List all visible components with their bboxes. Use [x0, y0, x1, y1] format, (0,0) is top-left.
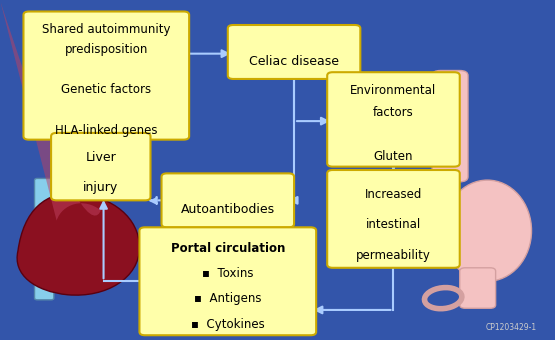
FancyBboxPatch shape [327, 72, 460, 167]
FancyBboxPatch shape [23, 12, 189, 140]
Text: predisposition: predisposition [64, 43, 148, 56]
Text: Celiac disease: Celiac disease [249, 55, 339, 68]
Text: Gluten: Gluten [374, 150, 413, 163]
FancyBboxPatch shape [228, 25, 360, 79]
PathPatch shape [57, 203, 101, 224]
Text: intestinal: intestinal [366, 219, 421, 232]
FancyBboxPatch shape [139, 227, 316, 335]
FancyBboxPatch shape [34, 178, 54, 300]
Text: Genetic factors: Genetic factors [61, 83, 152, 96]
Text: injury: injury [83, 181, 118, 194]
FancyBboxPatch shape [460, 268, 496, 308]
PathPatch shape [17, 193, 139, 295]
Text: Liver: Liver [85, 151, 116, 164]
FancyBboxPatch shape [51, 133, 150, 200]
Text: ▪  Cytokines: ▪ Cytokines [191, 318, 265, 331]
FancyBboxPatch shape [432, 70, 468, 182]
Ellipse shape [443, 180, 532, 281]
Text: permeability: permeability [356, 249, 431, 262]
Text: factors: factors [373, 106, 414, 119]
Text: Shared autoimmunity: Shared autoimmunity [42, 22, 170, 36]
Text: Environmental: Environmental [350, 84, 437, 98]
Text: Portal circulation: Portal circulation [170, 242, 285, 255]
Text: CP1203429-1: CP1203429-1 [486, 323, 537, 332]
Text: HLA-linked genes: HLA-linked genes [55, 124, 158, 137]
FancyBboxPatch shape [327, 170, 460, 268]
FancyBboxPatch shape [162, 173, 294, 227]
Text: ▪  Toxins: ▪ Toxins [202, 267, 254, 280]
Text: Autoantibodies: Autoantibodies [181, 203, 275, 216]
Text: ▪  Antigens: ▪ Antigens [194, 292, 261, 305]
Text: Increased: Increased [365, 188, 422, 201]
